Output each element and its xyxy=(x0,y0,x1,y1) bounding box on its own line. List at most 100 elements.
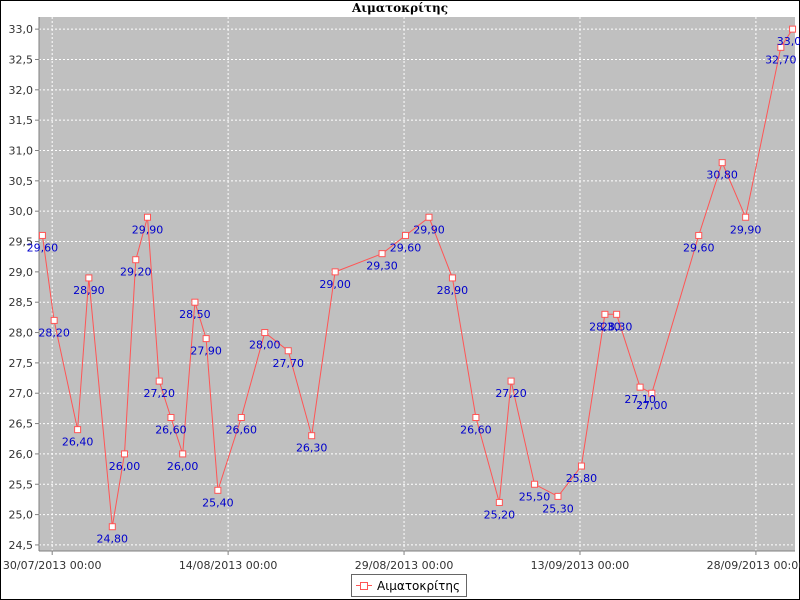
data-point[interactable] xyxy=(308,432,316,440)
data-point[interactable] xyxy=(577,462,585,470)
data-point[interactable] xyxy=(648,389,656,397)
data-label: 29,00 xyxy=(319,278,351,291)
x-tick-label: 13/09/2013 00:00 xyxy=(531,559,630,572)
data-label: 26,40 xyxy=(62,436,94,449)
axes: 24,5 25,0 25,5 26,0 26,5 27,0 27,5 28,0 28,5 29,0… xyxy=(3,17,800,572)
data-label: 28,50 xyxy=(179,308,211,321)
legend: Αιματοκρίτης xyxy=(351,574,468,597)
data-label: 26,00 xyxy=(109,460,141,473)
data-point[interactable] xyxy=(284,347,292,355)
legend-label: Αιματοκρίτης xyxy=(377,578,461,593)
data-point[interactable] xyxy=(108,523,116,531)
data-point[interactable] xyxy=(179,450,187,458)
data-point[interactable] xyxy=(636,383,644,391)
data-label: 25,80 xyxy=(566,472,598,485)
data-point[interactable] xyxy=(531,480,539,488)
data-label: 27,90 xyxy=(190,345,222,358)
y-tick-label: 31,5 xyxy=(9,114,34,127)
data-label: 29,60 xyxy=(683,241,715,254)
y-tick-label: 24,5 xyxy=(9,539,34,552)
data-label: 29,60 xyxy=(390,241,422,254)
data-point[interactable] xyxy=(50,316,58,324)
data-label: 26,60 xyxy=(155,424,187,437)
y-tick-label: 30,0 xyxy=(9,205,34,218)
data-point[interactable] xyxy=(121,450,129,458)
data-point[interactable] xyxy=(331,268,339,276)
data-label: 25,40 xyxy=(202,496,234,509)
data-label: 25,30 xyxy=(542,502,574,515)
data-label: 26,00 xyxy=(167,460,199,473)
data-point[interactable] xyxy=(38,231,46,239)
y-tick-label: 27,0 xyxy=(9,387,34,400)
data-label: 26,60 xyxy=(226,424,258,437)
data-label: 25,20 xyxy=(484,508,516,521)
data-label: 28,30 xyxy=(601,320,633,333)
data-point[interactable] xyxy=(402,231,410,239)
data-label: 29,90 xyxy=(730,223,762,236)
data-point[interactable] xyxy=(237,414,245,421)
data-label: 28,20 xyxy=(38,326,70,339)
data-point[interactable] xyxy=(202,335,210,343)
plot-area xyxy=(39,17,795,551)
data-label: 27,10 xyxy=(624,393,656,406)
data-point[interactable] xyxy=(601,310,609,318)
data-label: 29,20 xyxy=(120,266,152,279)
y-tick-label: 29,5 xyxy=(9,236,34,249)
data-labels: 29,60 28,20 26,40 28,90 24,80 26,00 29,20 29,90… xyxy=(27,35,800,546)
data-point[interactable] xyxy=(143,213,151,221)
series-line-layer xyxy=(41,28,794,527)
legend-series-marker-icon xyxy=(356,581,372,591)
x-tick-label: 14/08/2013 00:00 xyxy=(179,559,278,572)
y-tick-label: 33,0 xyxy=(9,23,34,36)
data-point[interactable] xyxy=(472,414,480,421)
data-point[interactable] xyxy=(742,213,750,221)
data-point[interactable] xyxy=(613,310,621,318)
data-label: 29,90 xyxy=(132,223,164,236)
data-point[interactable] xyxy=(167,414,175,421)
y-tick-label: 28,0 xyxy=(9,327,34,340)
data-point[interactable] xyxy=(132,256,140,264)
data-label: 30,80 xyxy=(706,169,738,182)
data-label: 25,50 xyxy=(519,490,551,503)
data-point[interactable] xyxy=(507,377,515,385)
y-tick-label: 26,0 xyxy=(9,448,34,461)
data-point[interactable] xyxy=(777,43,785,51)
series-line xyxy=(41,28,794,527)
data-point[interactable] xyxy=(378,250,386,258)
data-point[interactable] xyxy=(85,274,93,282)
gridlines xyxy=(39,17,795,551)
y-tick-label: 26,5 xyxy=(9,418,34,431)
y-tick-label: 28,5 xyxy=(9,296,34,309)
data-point[interactable] xyxy=(425,213,433,221)
data-label: 29,30 xyxy=(366,260,398,273)
data-point[interactable] xyxy=(554,492,562,500)
data-point[interactable] xyxy=(495,498,503,506)
data-label: 26,60 xyxy=(460,424,492,437)
data-point[interactable] xyxy=(155,377,163,385)
data-label: 24,80 xyxy=(97,533,129,546)
data-label: 29,60 xyxy=(27,241,59,254)
data-label: 26,30 xyxy=(296,442,328,455)
x-tick-label: 28/09/2013 00:00 xyxy=(707,559,800,572)
y-tick-label: 25,5 xyxy=(9,478,34,491)
data-point[interactable] xyxy=(74,426,82,434)
data-point[interactable] xyxy=(789,25,797,33)
data-point[interactable] xyxy=(695,231,703,239)
data-point[interactable] xyxy=(448,274,456,282)
y-tick-label: 30,5 xyxy=(9,175,34,188)
data-label: 27,20 xyxy=(143,387,175,400)
data-label: 28,00 xyxy=(249,339,281,352)
data-point[interactable] xyxy=(261,329,269,337)
y-tick-label: 29,0 xyxy=(9,266,34,279)
data-label: 33,00 xyxy=(777,35,800,48)
series-markers xyxy=(38,25,797,531)
data-point[interactable] xyxy=(214,486,222,494)
data-point[interactable] xyxy=(191,298,199,306)
y-tick-label: 27,5 xyxy=(9,357,34,370)
x-tick-label: 29/08/2013 00:00 xyxy=(355,559,454,572)
x-tick-label: 30/07/2013 00:00 xyxy=(3,559,102,572)
data-point[interactable] xyxy=(718,159,726,167)
data-label: 28,30 xyxy=(589,320,621,333)
data-label: 29,90 xyxy=(413,223,445,236)
